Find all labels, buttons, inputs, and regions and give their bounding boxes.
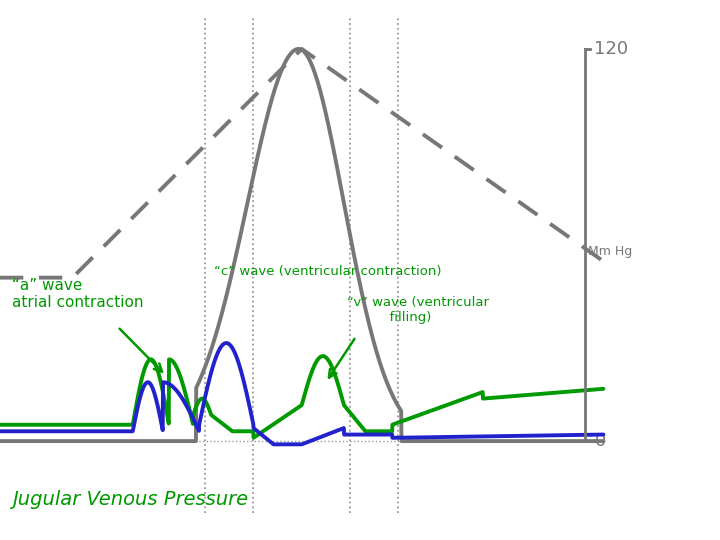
Text: “c” wave (ventricular contraction): “c” wave (ventricular contraction): [215, 265, 441, 278]
Text: “a” wave
atrial contraction: “a” wave atrial contraction: [12, 278, 143, 310]
Text: 120: 120: [595, 40, 629, 58]
Text: “v” wave (ventricular
          filling): “v” wave (ventricular filling): [347, 296, 489, 325]
Text: 0: 0: [595, 432, 606, 450]
Text: Jugular Venous Pressure: Jugular Venous Pressure: [12, 490, 248, 509]
Text: Mm Hg: Mm Hg: [588, 245, 633, 258]
